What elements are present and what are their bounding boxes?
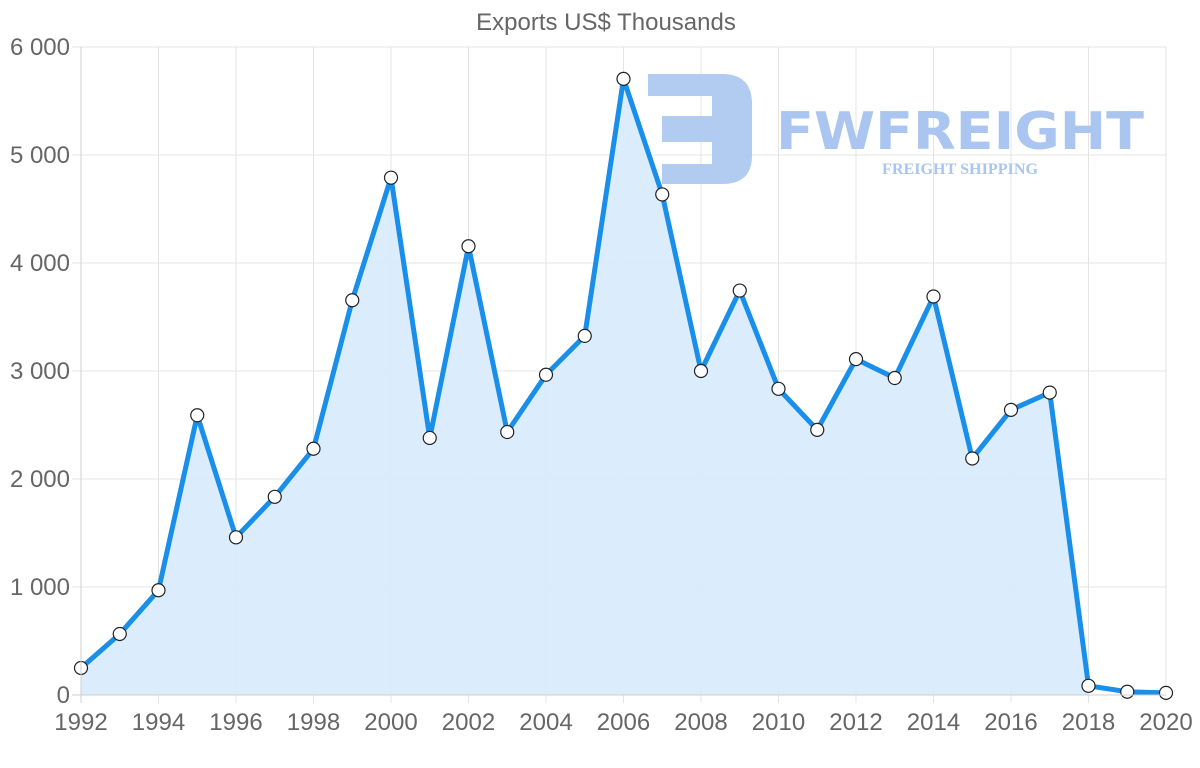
x-tick-label: 2016 <box>984 709 1037 736</box>
x-tick-label: 2000 <box>364 709 417 736</box>
data-point-2011[interactable] <box>810 422 825 437</box>
y-tick-label: 6 000 <box>10 34 70 61</box>
data-markers <box>73 71 1174 700</box>
data-point-2003[interactable] <box>500 424 515 440</box>
data-point-2001[interactable] <box>422 430 437 446</box>
data-point-2000[interactable] <box>383 170 399 185</box>
x-tick-label: 2014 <box>907 709 960 736</box>
data-point-2008[interactable] <box>693 363 709 379</box>
y-tick-label: 4 000 <box>10 250 70 277</box>
data-point-1993[interactable] <box>112 626 127 642</box>
watermark-brand: FWFREIGHT <box>776 102 1145 162</box>
watermark-logo: FWFREIGHT FREIGHT SHIPPING <box>648 74 1145 184</box>
y-tick-label: 1 000 <box>10 574 70 601</box>
data-point-2005[interactable] <box>577 328 592 343</box>
x-tick-label: 1996 <box>209 709 262 736</box>
x-tick-label: 2002 <box>442 709 495 736</box>
x-tick-label: 1998 <box>287 709 340 736</box>
x-tick-label: 2018 <box>1062 709 1115 736</box>
y-tick-label: 3 000 <box>10 358 70 385</box>
x-tick-label: 2006 <box>597 709 650 736</box>
data-point-1997[interactable] <box>267 489 282 504</box>
x-tick-label: 2008 <box>674 709 727 736</box>
data-point-2009[interactable] <box>732 283 747 298</box>
chart-title: Exports US$ Thousands <box>476 9 736 36</box>
x-tick-label: 2010 <box>752 709 805 736</box>
axes: 0 1 000 2 000 3 000 4 000 5 000 6 000 1992 1994 1… <box>10 34 1193 736</box>
data-point-2019[interactable] <box>1120 684 1135 699</box>
data-point-2018[interactable] <box>1081 678 1096 693</box>
x-tick-label: 2020 <box>1139 709 1192 736</box>
data-point-2014[interactable] <box>926 289 941 304</box>
data-point-2020[interactable] <box>1158 685 1174 700</box>
data-point-1994[interactable] <box>151 583 166 598</box>
data-point-2010[interactable] <box>771 381 786 396</box>
data-point-2016[interactable] <box>1003 402 1019 417</box>
data-point-1998[interactable] <box>306 441 321 456</box>
x-tick-label: 2012 <box>829 709 882 736</box>
area-fill <box>81 78 1089 696</box>
x-tick-label: 1992 <box>54 709 107 736</box>
watermark-tagline: FREIGHT SHIPPING <box>882 161 1039 178</box>
x-tick-label: 1994 <box>132 709 185 736</box>
data-point-2007[interactable] <box>655 187 670 202</box>
fwfreight-logo-icon <box>648 74 752 184</box>
y-tick-label: 0 <box>57 682 70 709</box>
x-tick-label: 2004 <box>519 709 572 736</box>
area-fill-path <box>81 78 1089 696</box>
y-tick-label: 2 000 <box>10 466 70 493</box>
data-point-1996[interactable] <box>228 530 244 545</box>
data-point-1999[interactable] <box>345 293 360 308</box>
data-point-2006[interactable] <box>616 71 631 86</box>
data-point-2012[interactable] <box>848 352 864 367</box>
data-point-2013[interactable] <box>887 370 902 386</box>
data-point-2002[interactable] <box>461 239 476 254</box>
y-tick-label: 5 000 <box>10 142 70 169</box>
data-point-2004[interactable] <box>538 367 554 382</box>
data-point-1995[interactable] <box>190 408 205 423</box>
data-point-2017[interactable] <box>1042 385 1057 400</box>
data-point-2015[interactable] <box>965 451 980 466</box>
